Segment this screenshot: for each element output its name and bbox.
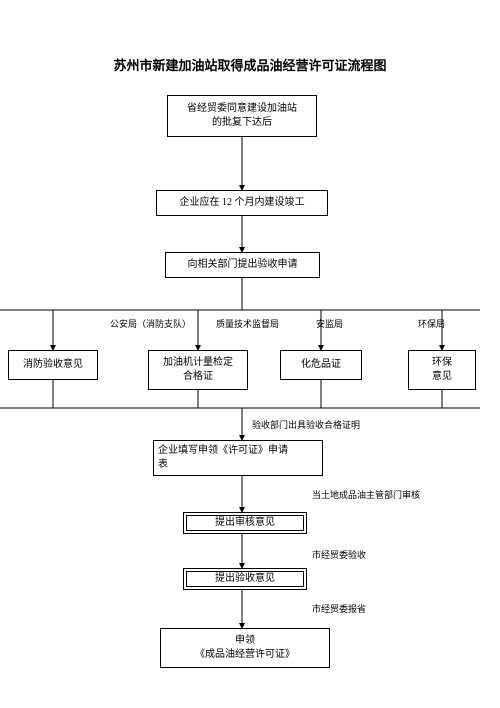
flow-node-n7: 申领《成品油经营许可证》	[160, 628, 330, 668]
flow-label-l3: 安监局	[316, 317, 343, 330]
flow-node-n5: 提出审核意见	[183, 512, 307, 534]
page-title: 苏州市新建加油站取得成品油经营许可证流程图	[0, 55, 500, 74]
flow-node-n2: 企业应在 12 个月内建设竣工	[156, 190, 328, 216]
flow-label-l4: 环保局	[418, 317, 445, 330]
flow-node-b1: 消防验收意见	[8, 350, 98, 380]
flow-node-n3: 向相关部门提出验收申请	[165, 252, 320, 278]
flow-label-l7: 市经贸委验收	[312, 548, 366, 561]
flow-node-n6: 提出验收意见	[183, 568, 307, 590]
flow-label-l5: 验收部门出具验收合格证明	[252, 418, 360, 431]
flow-label-l1: 公安局（消防支队）	[110, 317, 191, 330]
flow-label-l8: 市经贸委报省	[312, 602, 366, 615]
flow-node-b3: 化危品证	[280, 350, 362, 380]
flow-label-l6: 当土地成品油主管部门审核	[312, 488, 420, 501]
flow-node-b4: 环保意见	[408, 350, 476, 390]
flow-node-n1: 省经贸委同意建设加油站的批复下达后	[167, 95, 317, 137]
flow-label-l2: 质量技术监督局	[216, 317, 279, 330]
flow-node-n4: 企业填写申领《许可证》申请表	[153, 440, 323, 476]
flow-node-b2: 加油机计量检定合格证	[148, 350, 248, 390]
